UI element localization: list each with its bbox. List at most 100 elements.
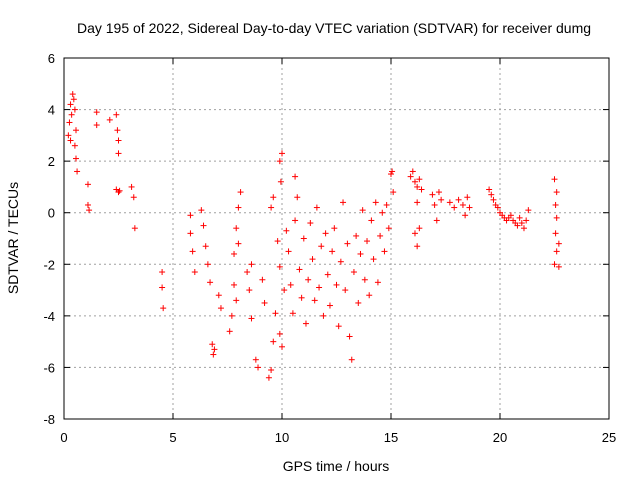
data-point: [553, 189, 560, 196]
data-point: [131, 225, 138, 232]
data-point: [128, 183, 135, 190]
data-point: [235, 204, 242, 211]
data-point: [486, 186, 493, 193]
data-point: [551, 176, 558, 183]
data-point: [248, 315, 255, 322]
data-point: [388, 171, 394, 178]
data-point: [414, 243, 421, 250]
data-point: [307, 220, 314, 227]
x-tick-label: 20: [493, 430, 507, 445]
data-point: [385, 225, 392, 232]
data-point: [377, 232, 384, 239]
data-point: [93, 109, 100, 116]
data-point: [494, 204, 501, 211]
data-point: [274, 238, 281, 245]
data-point: [294, 194, 301, 201]
data-point: [324, 271, 331, 278]
data-point: [552, 230, 559, 237]
data-point: [298, 294, 305, 301]
data-point: [302, 320, 309, 327]
data-point: [217, 305, 224, 312]
data-point: [67, 137, 74, 144]
data-point: [300, 235, 307, 242]
x-tick-label: 0: [60, 430, 67, 445]
data-point: [451, 204, 458, 211]
data-point: [361, 276, 368, 283]
data-point: [409, 168, 416, 175]
data-point: [523, 217, 530, 224]
data-point: [231, 250, 238, 257]
data-point: [438, 196, 445, 203]
data-point: [86, 207, 93, 214]
data-point: [368, 217, 375, 224]
x-tick-label: 15: [384, 430, 398, 445]
data-point: [464, 194, 471, 201]
data-point: [555, 240, 562, 247]
data-point: [283, 227, 290, 234]
data-point: [416, 225, 423, 232]
data-point: [446, 199, 453, 206]
data-point: [246, 287, 253, 294]
y-tick-label: 6: [48, 51, 55, 66]
data-point: [281, 287, 288, 294]
data-point: [209, 341, 216, 348]
data-point: [69, 91, 76, 98]
data-point: [455, 196, 462, 203]
chart-title: Day 195 of 2022, Sidereal Day-to-day VTE…: [77, 20, 591, 36]
data-point: [276, 263, 283, 270]
data-point: [84, 181, 91, 188]
data-point: [370, 256, 377, 263]
y-tick-label: 2: [48, 154, 55, 169]
data-point: [66, 119, 73, 126]
data-point: [292, 173, 299, 180]
data-point: [552, 201, 559, 208]
data-point: [114, 127, 121, 134]
data-point: [389, 168, 396, 175]
data-point: [84, 201, 91, 208]
data-point: [411, 178, 418, 185]
data-point: [364, 238, 371, 245]
data-point: [72, 127, 79, 134]
data-point: [211, 346, 218, 353]
data-point: [277, 178, 284, 185]
data-point: [333, 281, 340, 288]
y-tick-label: -2: [43, 257, 55, 272]
data-point: [551, 261, 558, 268]
data-point: [259, 276, 266, 283]
data-point: [435, 189, 442, 196]
data-point: [326, 302, 333, 309]
data-point: [200, 222, 207, 229]
data-point: [459, 201, 466, 208]
data-point: [350, 269, 357, 276]
data-point: [237, 189, 244, 196]
data-point: [248, 261, 255, 268]
data-point: [74, 168, 81, 175]
data-point: [191, 269, 198, 276]
data-point: [160, 305, 167, 312]
data-point: [431, 201, 438, 208]
data-point: [525, 207, 532, 214]
data-point: [261, 299, 268, 306]
data-point: [335, 323, 342, 330]
x-tick-label: 25: [602, 430, 616, 445]
y-tick-label: -6: [43, 360, 55, 375]
data-point: [518, 220, 525, 227]
data-point: [71, 142, 78, 149]
data-point: [68, 111, 75, 118]
data-point: [93, 122, 100, 129]
data-point: [252, 356, 259, 363]
data-point: [466, 204, 473, 211]
data-point: [411, 230, 418, 237]
data-point: [202, 243, 209, 250]
data-point: [71, 106, 78, 113]
data-point: [416, 176, 423, 183]
data-point: [106, 116, 113, 123]
data-point: [233, 225, 240, 232]
data-point: [268, 367, 275, 374]
data-point: [372, 199, 379, 206]
data-point: [305, 276, 312, 283]
data-point: [429, 191, 436, 198]
data-point: [113, 111, 120, 118]
data-point: [520, 225, 527, 232]
y-tick-label: 4: [48, 103, 55, 118]
